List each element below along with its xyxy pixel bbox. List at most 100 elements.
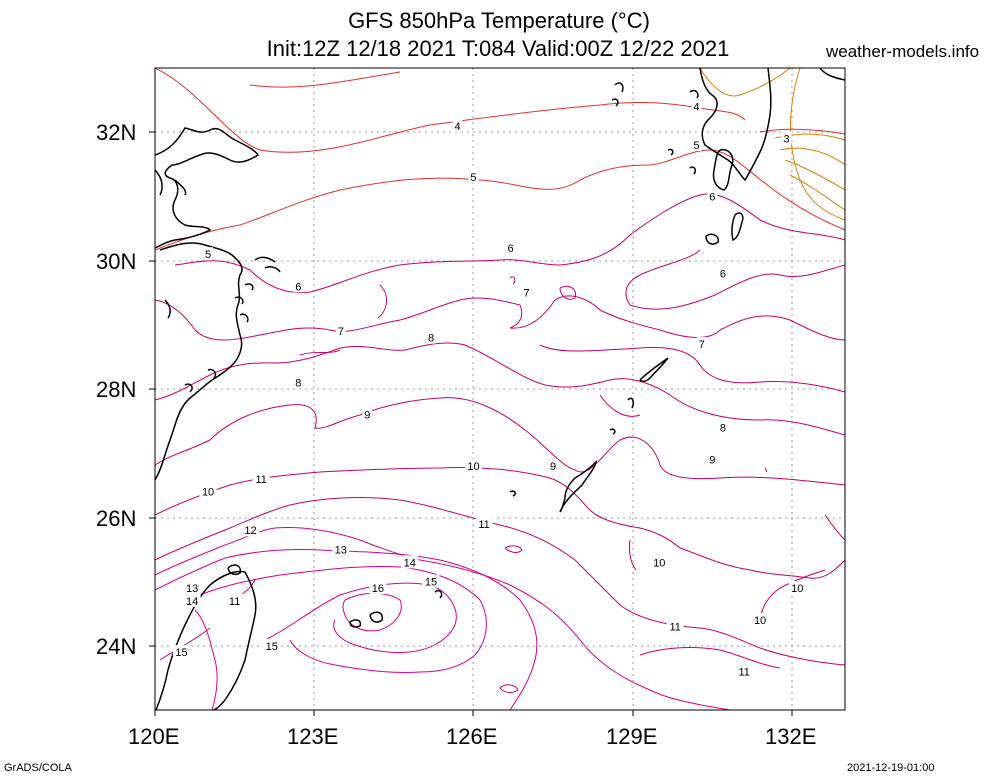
- contour-label-bg: [335, 324, 346, 338]
- contour-label-bg: [707, 189, 718, 203]
- lat-label-26n: 26N: [96, 506, 137, 531]
- contour-label: 11: [669, 622, 680, 634]
- contour-label-bg: [263, 638, 281, 652]
- contour-label: 3: [784, 134, 790, 146]
- contour-label: 11: [229, 596, 240, 608]
- lat-label-32n: 32N: [96, 120, 137, 145]
- contour-label: 6: [508, 243, 514, 255]
- contour-label-bg: [468, 170, 479, 184]
- contour-label-bg: [751, 613, 769, 627]
- source-site: weather-models.info: [826, 42, 980, 61]
- contour-label-bg: [464, 459, 482, 473]
- contour-label: 4: [454, 121, 460, 133]
- contour-label-bg: [226, 593, 244, 607]
- contour-label: 5: [693, 140, 699, 152]
- contour-label-bg: [735, 664, 753, 678]
- contour-label: 7: [523, 288, 529, 300]
- contour-7b: [539, 344, 845, 393]
- lat-label-28n: 28N: [96, 377, 137, 402]
- contour-label-bg: [422, 574, 440, 588]
- contour-label-bg: [293, 375, 304, 389]
- lat-label-30n: 30N: [96, 249, 137, 274]
- lon-label-132e: 132E: [765, 724, 817, 749]
- coast-islands-zhoushan: [234, 256, 281, 323]
- contour-label-bg: [788, 581, 806, 595]
- contour-label-bg: [203, 247, 214, 261]
- contour-label: 10: [653, 557, 665, 569]
- contour-label-bg: [707, 452, 718, 466]
- coast-china-inner: [155, 169, 187, 196]
- contour-cold-3: [699, 68, 791, 97]
- axis-ticks: [149, 131, 793, 716]
- coast-china-mid: [164, 299, 217, 393]
- contour-label-bg: [691, 99, 702, 113]
- contour-label: 6: [720, 268, 726, 280]
- contour-label-bg: [696, 337, 707, 351]
- contour-3: [759, 128, 845, 135]
- lon-label-126e: 126E: [446, 724, 498, 749]
- contour-4b: [249, 71, 401, 88]
- contour-label: 7: [338, 326, 344, 338]
- coast-china-south: [155, 242, 243, 481]
- contour-label-bg: [548, 459, 559, 473]
- contour-11: [155, 497, 845, 666]
- contour-cold-1: [790, 68, 845, 221]
- contour-label: 4: [693, 102, 699, 114]
- coast-yaeyama: [349, 589, 443, 628]
- contour-label: 10: [791, 583, 803, 595]
- contour-label: 12: [244, 525, 256, 537]
- contour-label-bg: [475, 516, 493, 530]
- contour-loop-4: [764, 467, 768, 473]
- contour-label: 9: [709, 455, 715, 467]
- contour-8b: [299, 349, 341, 356]
- contour-label: 11: [478, 519, 489, 531]
- contour-7d: [377, 284, 387, 319]
- coast-kyushu-west: [712, 148, 734, 191]
- contour-labels: 3 4 4 5 5 5 6 6 6 6 7 7 7 8 8 8 9 9 9 10 10 10 10 10 11 11 11 11 11 1…: [173, 99, 806, 678]
- contour-label: 10: [754, 615, 766, 627]
- contour-7c: [559, 285, 577, 300]
- contour-loop-2: [499, 684, 519, 693]
- contour-8: [155, 342, 845, 436]
- contour-label-bg: [426, 330, 436, 344]
- contour-cold-2: [774, 133, 845, 211]
- contour-loop-1: [504, 545, 523, 553]
- contour-label-bg: [717, 420, 728, 434]
- contour-6: [174, 193, 845, 294]
- contour-label-bg: [293, 279, 304, 293]
- contour-12: [155, 527, 731, 710]
- contour-5: [155, 149, 845, 251]
- coast-taiwan-north: [227, 564, 242, 576]
- contour-16: [342, 592, 402, 632]
- contour-13: [155, 548, 538, 710]
- contour-label: 15: [266, 641, 278, 653]
- coast-goto: [611, 82, 699, 107]
- contour-label-bg: [332, 542, 350, 556]
- contour-label: 9: [550, 461, 556, 473]
- coast-amami: [627, 357, 669, 409]
- contour-11b: [639, 647, 781, 669]
- coast-taiwan: [155, 570, 257, 710]
- contour-14: [199, 566, 487, 674]
- contour-label-bg: [369, 581, 387, 595]
- contour-6b: [625, 249, 845, 310]
- coastlines: [155, 68, 845, 710]
- contour-label-bg: [401, 555, 419, 569]
- contour-label: 7: [699, 339, 705, 351]
- contour-lines: [155, 68, 845, 710]
- contour-10b: [759, 569, 826, 621]
- map-area: 3 4 4 5 5 5 6 6 6 6 7 7 7 8 8 8 9 9 9 10 10 10 10 10 11 11 11 11 11 1…: [155, 68, 845, 710]
- coast-china-north: [155, 127, 260, 249]
- contour-9: [155, 397, 845, 486]
- contour-label: 14: [186, 596, 198, 608]
- contour-10: [155, 466, 845, 579]
- contour-label: 10: [467, 461, 479, 473]
- contour-label: 16: [372, 583, 384, 595]
- contour-label-bg: [781, 131, 792, 145]
- contour-label-bg: [242, 523, 260, 537]
- footer-software: GrADS/COLA: [4, 762, 72, 774]
- contour-label-bg: [691, 138, 702, 152]
- footer-timestamp: 2021-12-19-01:00: [847, 762, 935, 774]
- contour-label: 13: [335, 545, 347, 557]
